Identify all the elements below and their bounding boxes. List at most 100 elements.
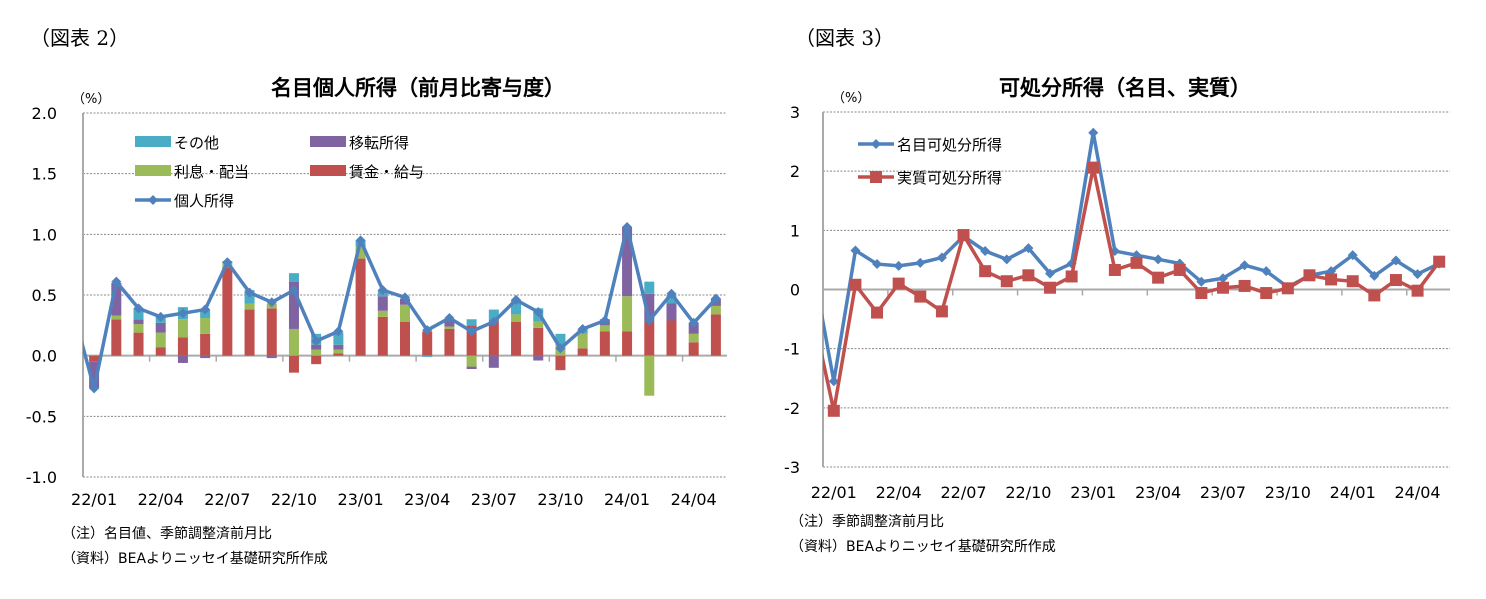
legend-item: 利息・配当 bbox=[135, 163, 249, 181]
bar-segment bbox=[155, 332, 166, 348]
bar-segment bbox=[533, 327, 544, 356]
chart-title: 名目個人所得（前月比寄与度） bbox=[271, 76, 565, 100]
bar-segment bbox=[355, 246, 366, 259]
data-point bbox=[1108, 263, 1121, 276]
data-point bbox=[111, 276, 122, 287]
data-point bbox=[1389, 274, 1402, 287]
data-point bbox=[892, 277, 905, 290]
data-point bbox=[466, 326, 477, 337]
bar-segment bbox=[377, 310, 388, 317]
x-tick-label: 23/10 bbox=[1265, 483, 1311, 502]
y-tick-label: 2 bbox=[790, 162, 800, 181]
bar-segment bbox=[488, 355, 499, 368]
data-point bbox=[177, 308, 188, 319]
note: （注）名目値、季節調整済前月比 bbox=[62, 525, 272, 542]
bar-segment bbox=[377, 296, 388, 311]
legend-item: 個人所得 bbox=[135, 192, 234, 210]
x-tick-label: 22/10 bbox=[1005, 483, 1051, 502]
bar-segment bbox=[133, 308, 144, 320]
bar-segment bbox=[488, 320, 499, 356]
y-tick-label: -2 bbox=[784, 399, 800, 418]
y-unit-label: （%） bbox=[72, 92, 110, 107]
bar-segment bbox=[533, 355, 544, 361]
legend-swatch bbox=[135, 165, 171, 176]
bar-segment bbox=[177, 337, 188, 356]
data-point bbox=[89, 383, 100, 394]
y-tick-label: 1.5 bbox=[32, 165, 57, 184]
bar-segment bbox=[422, 355, 433, 357]
y-tick-label: -3 bbox=[784, 458, 800, 477]
bar-segment bbox=[266, 355, 277, 359]
y-tick-label: -1 bbox=[784, 340, 800, 359]
data-point bbox=[133, 303, 144, 314]
x-tick-label: 23/07 bbox=[1200, 483, 1246, 502]
data-point bbox=[555, 343, 566, 354]
bar-segment bbox=[288, 328, 299, 356]
legend-item: 実質可処分所得 bbox=[858, 169, 1002, 187]
data-point bbox=[1045, 268, 1056, 279]
y-tick-label: 0.5 bbox=[32, 286, 57, 305]
data-point bbox=[1023, 243, 1034, 254]
x-tick-label: 22/04 bbox=[876, 483, 922, 502]
bar-segment bbox=[200, 318, 211, 334]
y-tick-label: 0.0 bbox=[32, 347, 57, 366]
legend-item: 賃金・給与 bbox=[310, 163, 424, 181]
data-point bbox=[1347, 250, 1358, 261]
source: （資料）BEAよりニッセイ基礎研究所作成 bbox=[790, 538, 1056, 555]
bar-segment bbox=[177, 319, 188, 338]
x-tick-label: 24/04 bbox=[1395, 483, 1441, 502]
bar-segment bbox=[511, 299, 522, 315]
data-point bbox=[1216, 281, 1229, 294]
y-tick-label: 1 bbox=[790, 221, 800, 240]
bar-segment bbox=[622, 227, 633, 297]
x-tick-label: 24/01 bbox=[1330, 483, 1376, 502]
data-point bbox=[422, 325, 433, 336]
bar-segment bbox=[555, 355, 566, 370]
bar-segment bbox=[622, 331, 633, 356]
figure-label: （図表 3） bbox=[795, 26, 894, 50]
x-tick-label: 23/04 bbox=[1135, 483, 1181, 502]
data-point bbox=[1411, 284, 1424, 297]
data-point bbox=[1087, 161, 1100, 174]
data-point bbox=[1022, 269, 1035, 282]
data-point bbox=[1369, 270, 1380, 281]
bar-segment bbox=[177, 355, 188, 363]
bar-segment bbox=[288, 281, 299, 329]
legend-swatch bbox=[135, 136, 171, 147]
data-point bbox=[1281, 282, 1294, 295]
data-point bbox=[400, 292, 410, 303]
bar-segment bbox=[311, 355, 322, 365]
bar-segment bbox=[377, 316, 388, 356]
x-tick-label: 23/01 bbox=[338, 490, 384, 509]
legend-item: 移転所得 bbox=[310, 134, 409, 152]
bar-segment bbox=[333, 349, 344, 354]
plot-area bbox=[83, 222, 721, 396]
data-point bbox=[710, 293, 721, 304]
data-point bbox=[1001, 254, 1012, 265]
data-point bbox=[644, 315, 655, 326]
data-point bbox=[914, 290, 927, 303]
data-point bbox=[828, 376, 839, 387]
bar-segment bbox=[89, 361, 100, 389]
data-point bbox=[200, 304, 211, 315]
data-point bbox=[935, 305, 948, 318]
legend-marker bbox=[148, 195, 158, 205]
data-point bbox=[244, 287, 255, 298]
bar-segment bbox=[488, 309, 499, 321]
data-point bbox=[1196, 276, 1207, 287]
data-point bbox=[1044, 281, 1057, 294]
bar-segment bbox=[155, 347, 166, 356]
bar-segment bbox=[511, 321, 522, 356]
bar-segment bbox=[511, 314, 522, 322]
legend-label: 賃金・給与 bbox=[349, 163, 424, 181]
bar-segment bbox=[644, 355, 655, 396]
data-point bbox=[1368, 289, 1381, 302]
bar-segment bbox=[444, 328, 455, 356]
data-point bbox=[915, 257, 926, 268]
data-point bbox=[688, 317, 699, 328]
legend-marker bbox=[871, 139, 881, 149]
chart-title: 可処分所得（名目、実質） bbox=[999, 76, 1251, 100]
data-point bbox=[488, 316, 499, 327]
legend-swatch bbox=[310, 165, 346, 176]
